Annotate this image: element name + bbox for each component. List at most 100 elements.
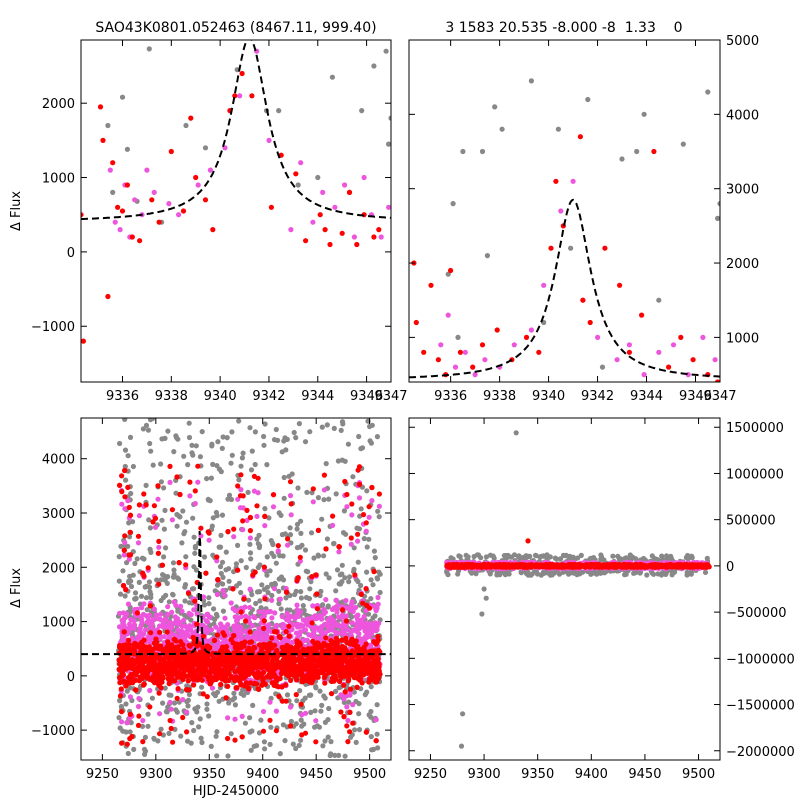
data-point-magenta (132, 197, 138, 203)
data-point-gray (199, 739, 205, 746)
data-point-magenta (237, 624, 244, 630)
data-point-red (188, 666, 194, 673)
data-point-red (333, 635, 339, 641)
data-point-gray (455, 334, 461, 340)
data-point-gray (254, 589, 261, 595)
data-point-gray (323, 461, 329, 467)
data-point-magenta (363, 528, 369, 534)
data-point-red (186, 658, 192, 664)
data-point-red (287, 479, 294, 485)
data-point-gray (160, 700, 166, 706)
data-point-red (328, 691, 335, 697)
data-point-gray (189, 586, 196, 592)
data-point-gray (208, 475, 214, 481)
data-point-gray (374, 731, 380, 737)
y-tick-label: 5000 (726, 34, 759, 49)
data-point-red (159, 562, 165, 568)
data-point-red (343, 635, 349, 642)
data-point-magenta (124, 611, 130, 617)
data-point-gray (333, 688, 339, 695)
data-point-gray (210, 515, 216, 521)
data-point-red (371, 568, 377, 575)
data-point-gray (186, 434, 193, 441)
data-point-red (288, 677, 294, 684)
data-point-gray (211, 606, 217, 612)
data-point-gray (352, 727, 358, 733)
data-point-red (125, 664, 131, 670)
data-point-gray (293, 745, 299, 752)
data-point-red (135, 722, 142, 729)
data-point-red (136, 713, 142, 719)
data-point-gray (276, 588, 282, 594)
data-point-gray (375, 508, 381, 514)
data-point-red (252, 680, 258, 687)
data-point-gray (150, 462, 156, 468)
data-point-red (169, 645, 175, 651)
data-point-gray (306, 692, 312, 698)
data-point-gray (229, 429, 235, 435)
data-point-red (300, 663, 307, 670)
data-point-magenta (251, 614, 257, 620)
data-point-gray (318, 708, 324, 714)
data-point-red (197, 641, 203, 647)
data-point-red (149, 197, 155, 203)
data-point-gray (277, 751, 283, 757)
data-point-magenta (238, 487, 244, 493)
data-point-red (314, 591, 320, 597)
data-point-red (337, 678, 343, 685)
data-point-gray (243, 564, 249, 571)
x-tick-label: 9340 (532, 389, 565, 404)
data-point-gray (252, 461, 258, 468)
data-point-magenta (191, 607, 197, 613)
data-point-red (364, 602, 370, 609)
data-point-gray (192, 550, 198, 556)
x-tick-label: 9344 (630, 389, 663, 404)
data-point-red (194, 667, 201, 673)
data-point-magenta (166, 201, 172, 207)
data-point-gray (158, 479, 164, 485)
data-point-gray (308, 530, 315, 536)
data-point-red (180, 208, 187, 214)
data-point-gray (345, 441, 351, 447)
data-point-gray (246, 597, 252, 603)
panel-bottom-left: 9250 9300 9350 9400 9450 9500−100001000200030… (31, 417, 392, 782)
data-point-gray (366, 712, 372, 718)
data-point-gray (235, 542, 241, 549)
data-point-gray (377, 571, 383, 577)
data-point-magenta (214, 591, 220, 598)
data-point-gray (117, 440, 123, 447)
data-point-red (294, 640, 300, 647)
data-point-red (122, 467, 128, 474)
data-point-gray (116, 715, 122, 721)
data-point-gray (209, 523, 215, 529)
data-point-red (141, 491, 147, 497)
data-point-red (364, 656, 370, 662)
data-point-gray (374, 575, 380, 581)
data-point-gray (143, 482, 149, 488)
data-point-magenta (275, 548, 281, 554)
data-point-magenta (259, 633, 265, 639)
data-point-red (314, 606, 320, 612)
data-point-gray (192, 543, 198, 550)
data-point-red (413, 319, 419, 326)
data-point-gray (132, 590, 139, 596)
data-point-gray (368, 596, 374, 602)
data-point-red (165, 645, 171, 651)
data-point-red (205, 529, 211, 535)
data-point-magenta (298, 629, 304, 635)
data-point-gray (484, 253, 490, 259)
data-point-gray (264, 462, 270, 468)
data-point-red (309, 574, 315, 580)
data-point-gray (226, 578, 232, 584)
data-point-red (338, 673, 344, 679)
data-point-gray (183, 519, 190, 525)
data-point-red (344, 491, 350, 498)
data-point-gray (298, 589, 304, 595)
data-point-magenta (344, 605, 350, 611)
data-point-magenta (299, 712, 305, 718)
data-point-magenta (208, 627, 214, 633)
data-point-magenta (200, 594, 207, 600)
data-point-red (183, 562, 189, 568)
data-point-gray (267, 568, 273, 574)
data-point-gray (358, 582, 364, 589)
